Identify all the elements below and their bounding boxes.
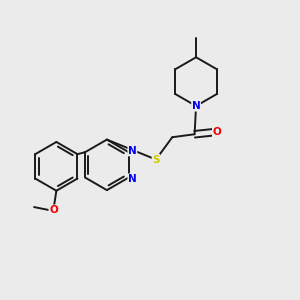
- Text: N: N: [128, 146, 137, 156]
- Text: O: O: [49, 205, 58, 215]
- Text: O: O: [212, 127, 221, 137]
- Text: N: N: [192, 101, 200, 111]
- Text: S: S: [152, 154, 160, 164]
- Text: N: N: [128, 174, 137, 184]
